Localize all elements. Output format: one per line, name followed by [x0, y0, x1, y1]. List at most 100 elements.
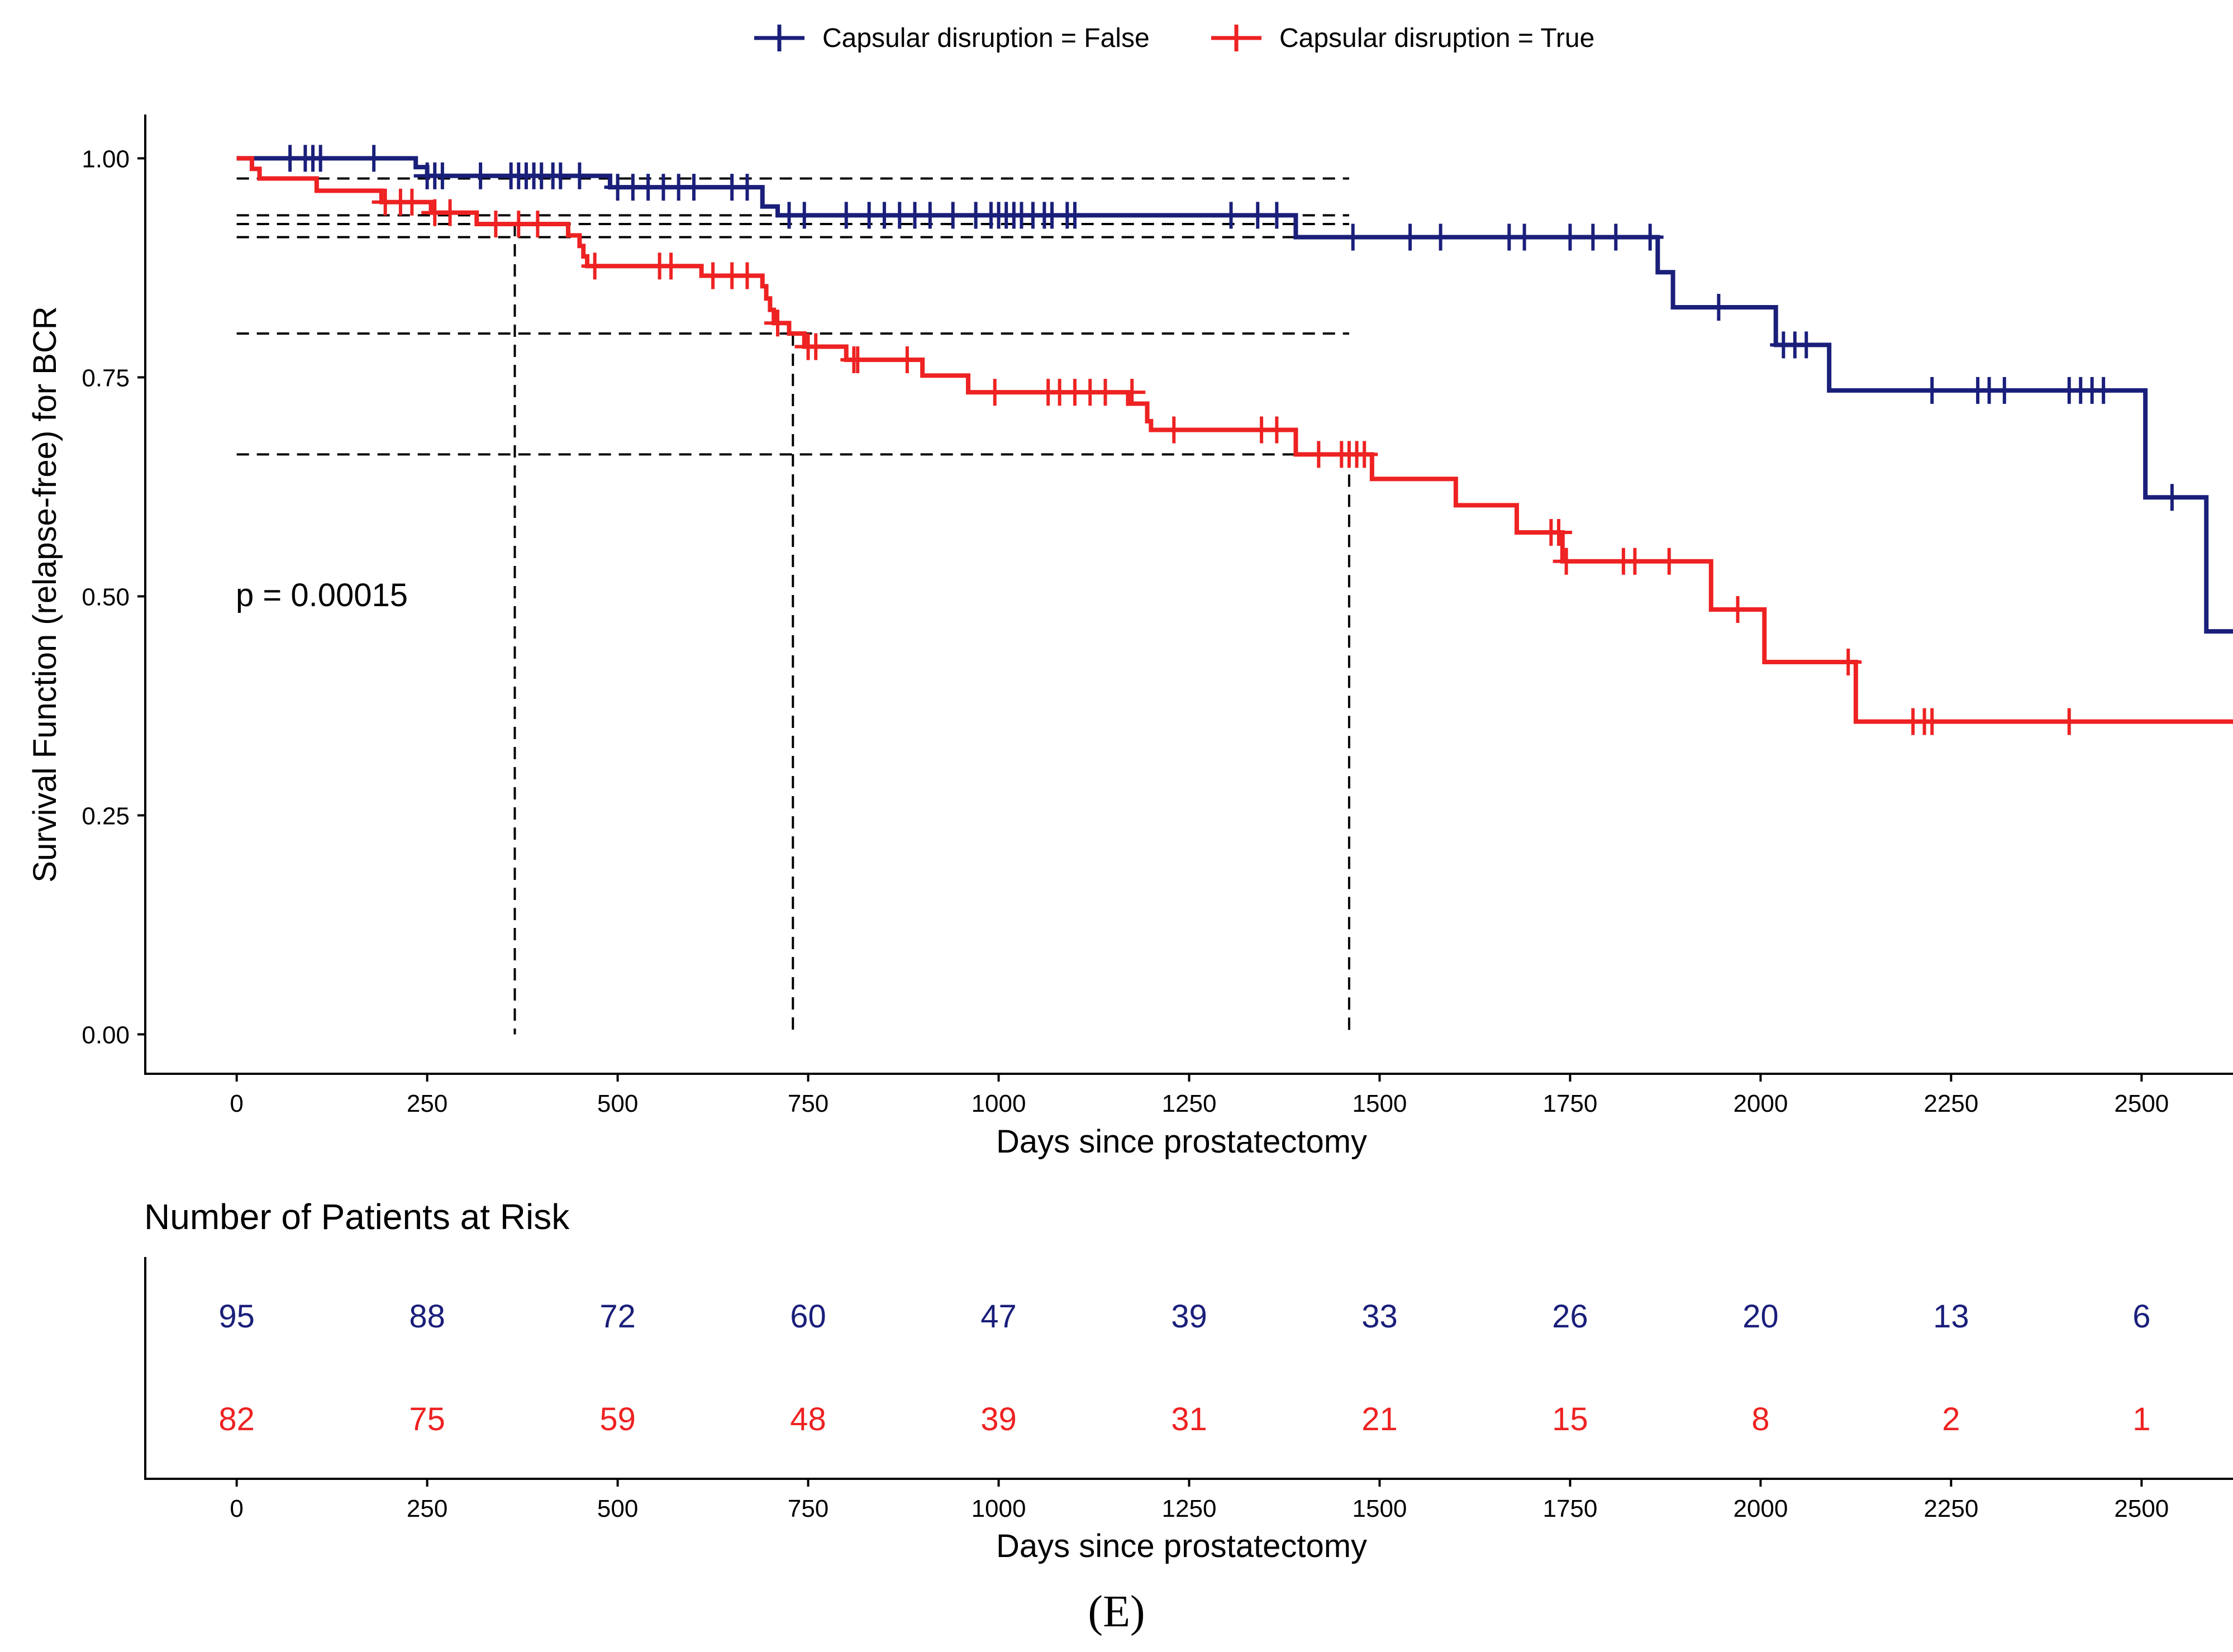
- x-axis-title: Days since prostatectomy: [996, 1123, 1367, 1160]
- censor-mark-false: [1263, 202, 1291, 229]
- legend-false-label: Capsular disruption = False: [822, 23, 1150, 53]
- risk-value-false: 39: [1171, 1298, 1207, 1335]
- censor-mark-true: [524, 211, 551, 238]
- risk-values: 95 88 72 60 47 39 33 26 20 13 682 75 59 48 39 31 21 15 8 2 1: [218, 1298, 2150, 1437]
- x-tick-label: 1500: [1353, 1090, 1407, 1117]
- censor-mark-true: [1263, 416, 1291, 444]
- x-tick-label: 0: [230, 1090, 243, 1117]
- censor-mark-false: [1556, 223, 1584, 251]
- risk-x-axis-ticks: 0 250 500 750 1000 1250 1500 1750 2000 2250 2500: [230, 1479, 2169, 1522]
- risk-value-true: 2: [1942, 1401, 1960, 1437]
- censor-mark-false: [1918, 377, 1946, 404]
- y-tick-label: 0.75: [82, 364, 130, 392]
- x-tick-label: 1000: [972, 1090, 1026, 1117]
- censor-mark-true: [482, 211, 510, 238]
- censor-mark-false: [1579, 223, 1607, 251]
- risk-x-axis-title: Days since prostatectomy: [996, 1528, 1367, 1564]
- x-tick-label: 1750: [1542, 1090, 1597, 1117]
- x-tick-label: 500: [597, 1090, 638, 1117]
- risk-x-tick-label: 1250: [1162, 1495, 1217, 1522]
- censor-mark-true: [1092, 379, 1119, 406]
- censor-mark-false: [1397, 223, 1424, 251]
- risk-value-true: 8: [1751, 1401, 1769, 1437]
- risk-x-tick-label: 0: [230, 1495, 243, 1522]
- survival-plot: 0.00 0.25 0.50 0.75 1.00 0 250 500 750 1000 1250 1…: [27, 115, 2233, 1160]
- risk-x-tick-label: 1000: [972, 1495, 1026, 1522]
- x-tick-label: 2500: [2114, 1090, 2169, 1117]
- censor-mark-false: [832, 202, 860, 229]
- risk-value-true: 39: [980, 1401, 1017, 1437]
- censor-mark-true: [1835, 649, 1862, 676]
- censor-mark-true: [1621, 548, 1649, 575]
- risk-value-false: 47: [980, 1298, 1017, 1335]
- censor-mark-true: [981, 379, 1008, 406]
- x-tick-label: 2000: [1733, 1090, 1788, 1117]
- censor-mark-true: [1918, 708, 1946, 735]
- censor-mark-false: [428, 162, 456, 189]
- censor-mark-true: [1545, 518, 1572, 546]
- risk-value-false: 33: [1361, 1298, 1398, 1335]
- censor-mark-true: [1160, 416, 1188, 444]
- censor-mark-false: [1636, 223, 1664, 251]
- censor-mark-false: [566, 162, 593, 189]
- y-tick-label: 1.00: [82, 145, 130, 173]
- risk-value-false: 72: [599, 1298, 636, 1335]
- risk-x-tick-label: 1500: [1353, 1495, 1407, 1522]
- censor-mark-true: [1553, 548, 1580, 575]
- risk-x-tick-label: 1750: [1542, 1495, 1597, 1522]
- censor-mark-false: [680, 174, 707, 201]
- survival-curve-true: [236, 156, 2233, 724]
- censor-mark-true: [734, 262, 761, 289]
- censor-mark-false: [2158, 484, 2186, 511]
- censor-mark-true: [2055, 708, 2083, 735]
- x-tick-label: 1250: [1162, 1090, 1217, 1117]
- censor-mark-true: [581, 253, 608, 280]
- y-axis-ticks: 0.00 0.25 0.50 0.75 1.00: [82, 145, 145, 1049]
- risk-value-false: 60: [790, 1298, 826, 1335]
- censor-mark-false: [1991, 377, 2018, 404]
- x-axis-ticks: 0 250 500 750 1000 1250 1500 1750 2000 2250 2500: [230, 1074, 2169, 1117]
- censor-mark-true: [1305, 441, 1332, 468]
- risk-value-true: 31: [1171, 1401, 1207, 1437]
- risk-value-true: 48: [790, 1401, 826, 1437]
- risk-x-tick-label: 2250: [1923, 1495, 1978, 1522]
- x-tick-label: 750: [788, 1090, 829, 1117]
- censor-mark-false: [307, 145, 334, 172]
- risk-x-tick-label: 2500: [2114, 1495, 2169, 1522]
- censor-mark-false: [939, 202, 966, 229]
- p-value-annotation: p = 0.00015: [236, 577, 408, 613]
- censor-mark-false: [467, 162, 494, 189]
- censor-marks: [277, 145, 2186, 735]
- censor-mark-true: [1724, 596, 1751, 623]
- legend-true-label: Capsular disruption = True: [1279, 23, 1594, 53]
- risk-table: Number of Patients at Risk 95 88 72 60 47 39 3…: [144, 1197, 2233, 1564]
- censor-mark-false: [2090, 377, 2117, 404]
- survival-curves: [236, 156, 2233, 724]
- risk-value-false: 88: [409, 1298, 445, 1335]
- y-tick-label: 0.50: [82, 583, 130, 611]
- risk-value-true: 82: [218, 1401, 255, 1437]
- risk-value-false: 20: [1742, 1298, 1779, 1335]
- censor-mark-false: [1511, 223, 1538, 251]
- x-tick-label: 250: [407, 1090, 447, 1117]
- censor-mark-true: [398, 188, 426, 216]
- risk-value-false: 26: [1552, 1298, 1588, 1335]
- risk-value-true: 75: [409, 1401, 445, 1437]
- censor-mark-true: [658, 253, 685, 280]
- risk-value-true: 21: [1361, 1401, 1398, 1437]
- panel-label: (E): [1088, 1587, 1145, 1636]
- censor-mark-true: [802, 333, 830, 360]
- censor-mark-true: [1118, 379, 1146, 406]
- censor-mark-false: [1793, 331, 1820, 359]
- legend: Capsular disruption = False Capsular dis…: [754, 23, 1594, 53]
- risk-value-false: 13: [1933, 1298, 1969, 1335]
- censor-mark-false: [916, 202, 944, 229]
- risk-x-tick-label: 500: [597, 1495, 638, 1522]
- censor-mark-true: [1655, 548, 1683, 575]
- censor-mark-false: [791, 202, 818, 229]
- censor-mark-true: [436, 199, 464, 226]
- risk-value-true: 59: [599, 1401, 636, 1437]
- censor-mark-false: [1602, 223, 1630, 251]
- y-tick-label: 0.00: [82, 1021, 130, 1049]
